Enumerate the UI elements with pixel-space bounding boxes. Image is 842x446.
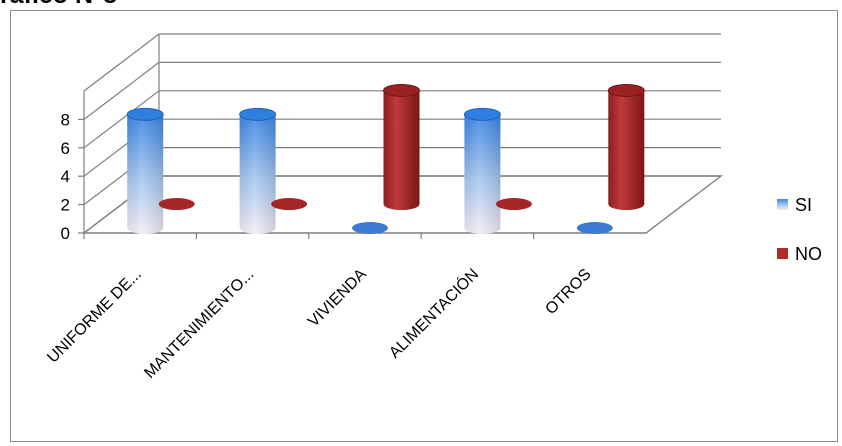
legend-label-no: NO bbox=[795, 244, 822, 264]
y-tick-label: 6 bbox=[61, 139, 70, 158]
chart-title-fragment: ráfico N°8 bbox=[0, 0, 117, 10]
bar-si bbox=[126, 107, 164, 234]
legend: SI NO bbox=[777, 195, 822, 264]
bar-no bbox=[271, 198, 308, 211]
bar-si bbox=[239, 107, 277, 234]
x-axis-labels: UNIFORME DE...MANTENIMIENTO... VIVIENDA AL… bbox=[44, 233, 595, 382]
bar-si bbox=[576, 222, 613, 234]
category-label: OTROS bbox=[542, 266, 594, 318]
bar-si bbox=[352, 222, 388, 234]
gridline-side bbox=[83, 61, 160, 120]
legend-swatch-no bbox=[777, 248, 788, 259]
bar-no bbox=[383, 83, 420, 211]
y-tick-label: 0 bbox=[61, 224, 70, 243]
gridline-side bbox=[83, 90, 160, 149]
cylinder-base bbox=[158, 198, 195, 211]
cylinder-body bbox=[383, 90, 420, 211]
category-label: MANTENIMIENTO... bbox=[141, 266, 257, 382]
category-label: UNIFORME DE... bbox=[44, 266, 145, 367]
bar-no bbox=[158, 198, 195, 211]
y-axis-ticks: 0 2 4 6 8 bbox=[61, 110, 84, 243]
category-label: VIVIENDA bbox=[305, 266, 370, 331]
cylinder-base bbox=[352, 222, 388, 234]
bar-no bbox=[495, 198, 532, 211]
y-tick-label: 4 bbox=[61, 167, 70, 186]
cylinder-shade bbox=[127, 114, 164, 234]
chart-frame bbox=[10, 10, 838, 442]
gridline-side bbox=[83, 33, 160, 92]
category-label: ALIMENTACIÓN bbox=[385, 264, 482, 361]
cylinder-top bbox=[607, 83, 645, 97]
bar-no bbox=[607, 83, 645, 211]
legend-label-si: SI bbox=[795, 195, 812, 215]
chart-marks bbox=[126, 83, 645, 234]
cylinder-body bbox=[608, 90, 645, 211]
y-tick-label: 8 bbox=[61, 110, 70, 129]
cylinder-shade bbox=[239, 114, 276, 234]
cylinder-top bbox=[383, 83, 420, 97]
legend-swatch-si bbox=[777, 199, 788, 210]
cylinder-top bbox=[126, 107, 164, 121]
cylinder-base bbox=[271, 198, 308, 211]
cylinder-base bbox=[495, 198, 532, 211]
cylinder-base bbox=[576, 222, 613, 234]
bar-si bbox=[463, 107, 501, 234]
cylinder-shade bbox=[464, 114, 501, 234]
y-tick-label: 2 bbox=[61, 196, 70, 215]
cylinder-top bbox=[463, 107, 501, 121]
cylinder-top bbox=[239, 107, 277, 121]
